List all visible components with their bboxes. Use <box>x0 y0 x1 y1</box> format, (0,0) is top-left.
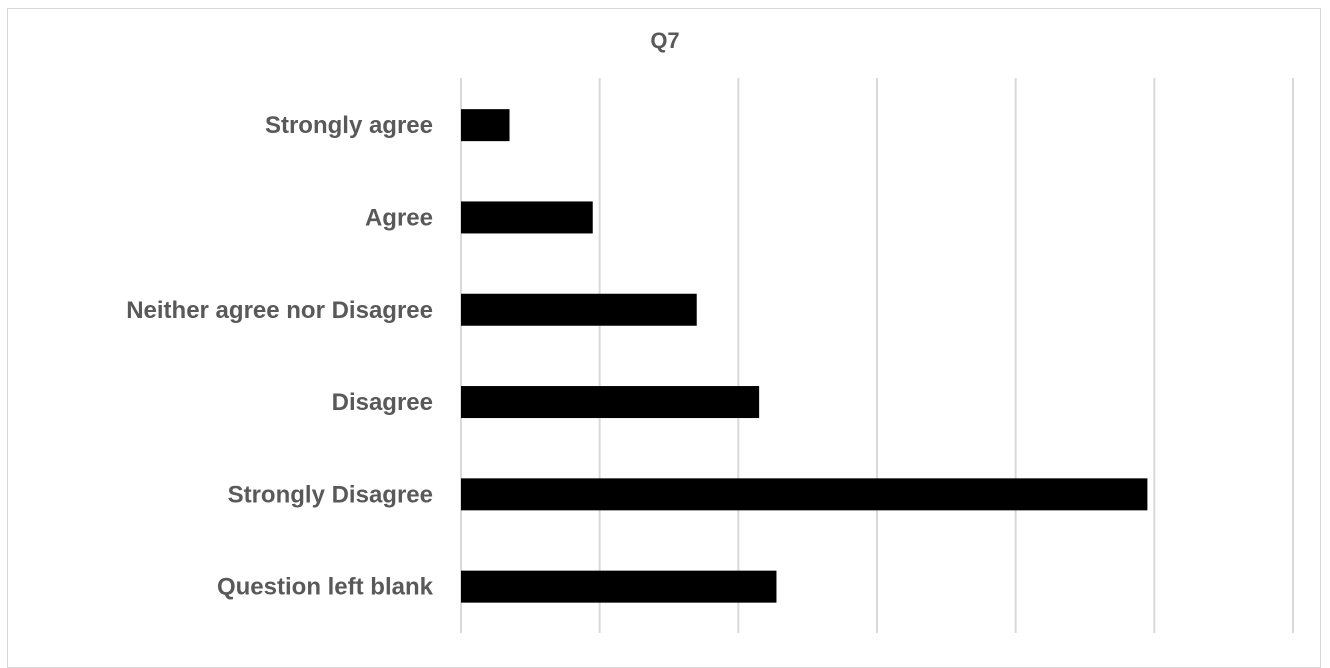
bar <box>461 201 593 234</box>
category-label: Strongly agree <box>265 112 433 139</box>
category-label: Neither agree nor Disagree <box>126 297 433 324</box>
chart-frame <box>7 8 1321 668</box>
bar <box>461 293 697 326</box>
bar <box>461 570 777 603</box>
gridlines <box>460 78 1294 633</box>
category-labels: Strongly agree Agree Neither agree nor Dis… <box>126 112 433 601</box>
bar <box>461 478 1148 511</box>
category-label: Disagree <box>332 389 433 416</box>
category-label: Strongly Disagree <box>228 481 433 508</box>
category-label: Question left blank <box>217 574 434 601</box>
chart-title: Q7 <box>650 28 680 53</box>
bar <box>461 109 510 142</box>
bar-chart: Strongly agree Agree Neither agree nor Dis… <box>126 78 1294 633</box>
bar <box>461 386 760 419</box>
bars <box>461 109 1148 603</box>
category-label: Agree <box>365 204 433 231</box>
